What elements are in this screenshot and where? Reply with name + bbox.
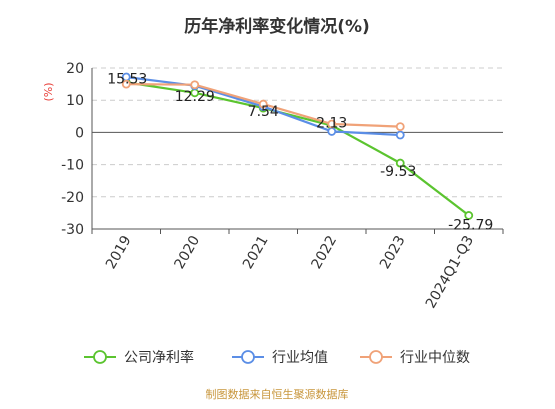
y-axis-unit-label: (%) <box>42 82 55 101</box>
legend-label: 公司净利率 <box>124 349 194 366</box>
data-label: -25.79 <box>448 217 493 233</box>
axes: 20 10 0 -10 -20 -30 2019 2020 2021 2022 2023 2024Q1… <box>61 61 504 311</box>
data-point <box>464 211 474 220</box>
data-point <box>121 79 131 89</box>
data-point <box>395 122 405 132</box>
gridlines <box>92 67 503 230</box>
x-tick-label: 2023 <box>377 233 409 272</box>
y-tick-label: -10 <box>61 158 84 174</box>
y-tick-label: -30 <box>61 222 84 238</box>
legend-swatch-marker <box>369 350 383 364</box>
data-point <box>395 130 405 140</box>
data-label: 15.53 <box>107 71 147 87</box>
series-lines <box>121 72 474 220</box>
legend-swatch-marker <box>93 350 107 364</box>
x-tick-label: 2024Q1-Q3 <box>423 233 477 311</box>
legend-item[interactable]: 公司净利率 <box>84 349 194 366</box>
x-tick-label: 2019 <box>103 233 135 272</box>
source-note: 制图数据来自恒生聚源数据库 <box>206 387 349 401</box>
data-point <box>258 99 268 109</box>
data-point <box>395 158 405 168</box>
legend-item[interactable]: 行业均值 <box>232 350 328 366</box>
legend-label: 行业均值 <box>272 350 328 366</box>
data-label: 2.13 <box>316 116 347 132</box>
legend[interactable]: 公司净利率 行业均值 行业中位数 <box>84 349 470 366</box>
y-tick-label: -20 <box>61 190 84 206</box>
x-tick-label: 2022 <box>309 233 341 272</box>
x-tick-label: 2021 <box>240 233 272 272</box>
legend-label: 行业中位数 <box>400 350 470 366</box>
y-tick-label: 10 <box>66 93 84 109</box>
data-label: 12.29 <box>175 89 215 105</box>
chart-title: 历年净利率变化情况(%) <box>184 16 370 37</box>
y-tick-label: 0 <box>75 125 84 141</box>
data-label: -9.53 <box>380 164 416 180</box>
data-labels: 15.53 12.29 7.54 2.13 -9.53 -25.79 <box>107 71 493 233</box>
legend-item[interactable]: 行业中位数 <box>360 350 470 366</box>
legend-swatch-marker <box>241 350 255 364</box>
data-label: 7.54 <box>248 104 279 120</box>
series-line <box>126 81 470 217</box>
x-tick-label: 2020 <box>172 233 204 272</box>
y-tick-label: 20 <box>66 61 84 77</box>
data-point <box>327 119 337 129</box>
data-point <box>190 80 200 90</box>
